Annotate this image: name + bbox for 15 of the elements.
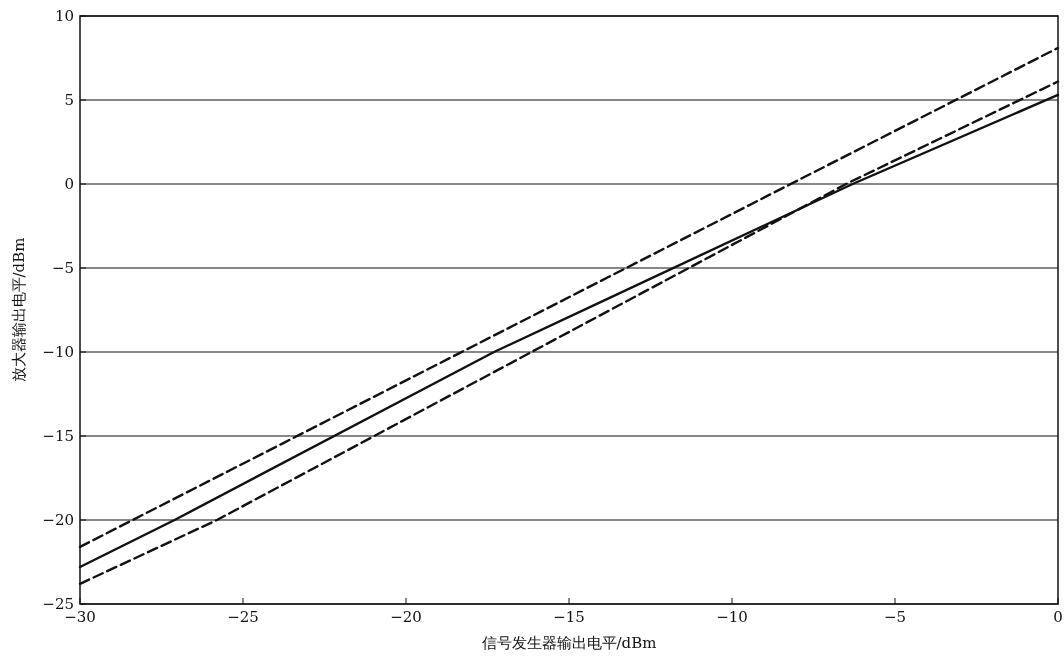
y-tick-label: −5 — [51, 259, 74, 277]
y-tick-label: −15 — [42, 427, 74, 445]
y-tick-label: 10 — [54, 7, 74, 25]
x-tick-label: −20 — [390, 608, 422, 626]
x-tick-label: −5 — [883, 608, 907, 626]
x-tick-label: −25 — [227, 608, 259, 626]
x-tick-label: −15 — [553, 608, 585, 626]
y-axis-title: 放大器输出电平/dBm — [10, 237, 28, 383]
x-tick-label: −10 — [716, 608, 748, 626]
y-tick-label: −10 — [42, 343, 74, 361]
y-tick-label: 5 — [64, 91, 74, 109]
y-tick-label: −20 — [42, 511, 74, 529]
x-tick-label: 0 — [1053, 608, 1063, 626]
x-axis-title: 信号发生器输出电平/dBm — [481, 634, 657, 652]
y-tick-label: 0 — [64, 175, 74, 193]
